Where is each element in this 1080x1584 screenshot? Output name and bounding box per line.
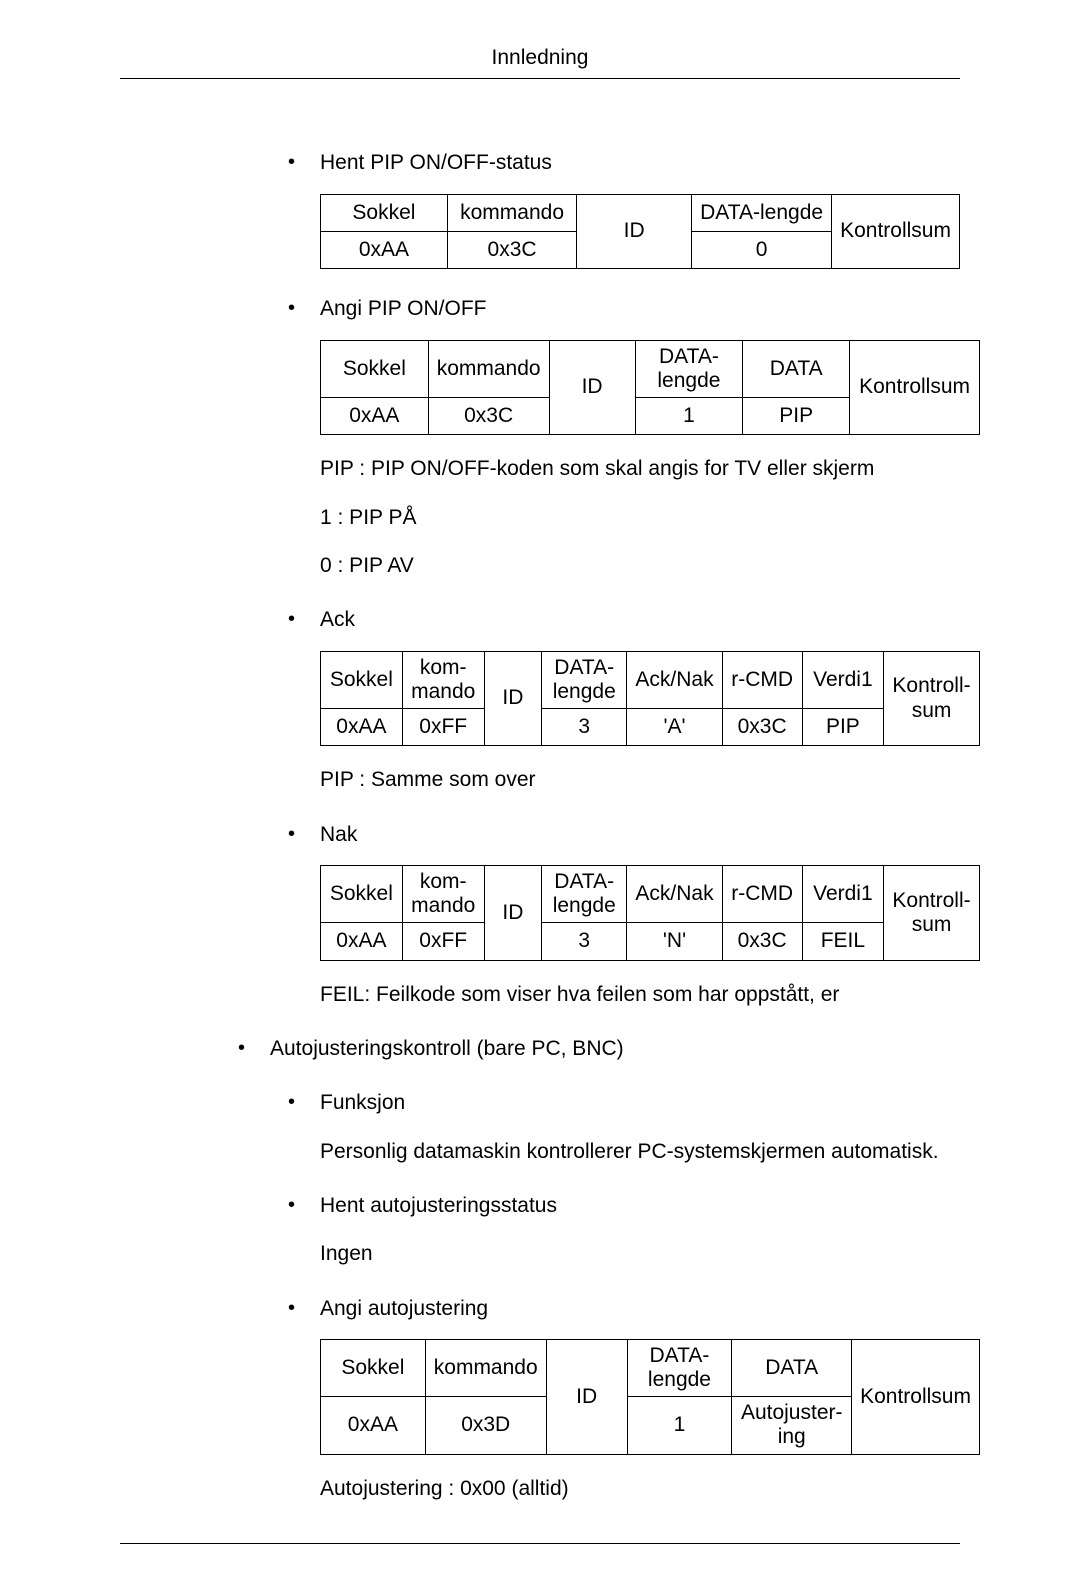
text: 1 : PIP PÅ	[270, 504, 960, 532]
td: 0xAA	[321, 923, 403, 960]
bullet-autoadj: Autojusteringskontroll (bare PC, BNC)	[220, 1035, 960, 1063]
bullet-label: Angi autojustering	[320, 1297, 488, 1320]
bottom-rule	[120, 1543, 960, 1544]
bullet-label: Hent autojusteringsstatus	[320, 1194, 557, 1217]
text: PIP : PIP ON/OFF-koden som skal angis fo…	[270, 455, 960, 483]
bullet-label: Autojusteringskontroll (bare PC, BNC)	[270, 1037, 624, 1060]
td: 0xAA	[321, 232, 448, 269]
td: 0x3C	[447, 232, 576, 269]
td: 0	[692, 232, 832, 269]
bullet-nak: Nak	[270, 821, 960, 849]
th: Kontrollsum	[850, 340, 980, 435]
td: PIP	[743, 398, 850, 435]
th: DATA-lengde	[635, 340, 743, 397]
th: kom-mando	[402, 866, 484, 923]
bullet-label: Hent PIP ON/OFF-status	[320, 151, 552, 174]
th: DATA	[743, 340, 850, 397]
text: 0 : PIP AV	[270, 552, 960, 580]
bullet-hent-autoadj: Hent autojusteringsstatus	[270, 1192, 960, 1220]
td: 0xAA	[321, 1397, 426, 1454]
top-rule	[120, 78, 960, 79]
th: r-CMD	[722, 866, 802, 923]
text: Autojustering : 0x00 (alltid)	[270, 1475, 960, 1503]
td: Autojuster-ing	[732, 1397, 852, 1454]
table-autoadj: Sokkel kommando ID DATA-lengde DATA Kont…	[320, 1339, 980, 1455]
th: Kontrollsum	[832, 194, 960, 269]
td: 1	[627, 1397, 732, 1454]
td: 0x3D	[425, 1397, 546, 1454]
bullet-angi-pip: Angi PIP ON/OFF	[270, 295, 960, 323]
bullet-label: Nak	[320, 823, 357, 846]
th: Sokkel	[321, 1340, 426, 1397]
bullet-hent-pip: Hent PIP ON/OFF-status	[270, 149, 960, 177]
th: ID	[549, 340, 635, 435]
bullet-label: Funksjon	[320, 1091, 405, 1114]
td: FEIL	[802, 923, 883, 960]
td: 0x3C	[722, 923, 802, 960]
bullet-label: Angi PIP ON/OFF	[320, 297, 487, 320]
th: ID	[546, 1340, 627, 1455]
th: Sokkel	[321, 340, 429, 397]
th: Sokkel	[321, 651, 403, 708]
table-pip-set: Sokkel kommando ID DATA-lengde DATA Kont…	[320, 340, 980, 436]
th: Verdi1	[802, 651, 883, 708]
th: Ack/Nak	[627, 866, 722, 923]
th: kommando	[447, 194, 576, 231]
bullet-label: Ack	[320, 608, 355, 631]
td: 0xAA	[321, 398, 429, 435]
th: ID	[484, 651, 541, 746]
th: DATA-lengde	[692, 194, 832, 231]
th: kommando	[428, 340, 549, 397]
th: Ack/Nak	[627, 651, 722, 708]
td: 'A'	[627, 709, 722, 746]
bullet-ack: Ack	[270, 606, 960, 634]
th: ID	[577, 194, 692, 269]
th: ID	[484, 866, 541, 961]
th: kommando	[425, 1340, 546, 1397]
td: 0x3C	[428, 398, 549, 435]
th: Sokkel	[321, 194, 448, 231]
th: Verdi1	[802, 866, 883, 923]
td: PIP	[802, 709, 883, 746]
th: DATA	[732, 1340, 852, 1397]
td: 0xFF	[402, 709, 484, 746]
td: 0xFF	[402, 923, 484, 960]
th: DATA-lengde	[542, 866, 627, 923]
th: Sokkel	[321, 866, 403, 923]
bullet-funksjon: Funksjon	[270, 1089, 960, 1117]
text: PIP : Samme som over	[270, 766, 960, 794]
th: Kontroll-sum	[884, 866, 980, 961]
td: 0xAA	[321, 709, 403, 746]
th: kom-mando	[402, 651, 484, 708]
page-header-title: Innledning	[120, 44, 960, 72]
content: Hent PIP ON/OFF-status Sokkel kommando I…	[120, 149, 960, 1009]
th: Kontroll-sum	[884, 651, 980, 746]
td: 0x3C	[722, 709, 802, 746]
table-ack: Sokkel kom-mando ID DATA-lengde Ack/Nak …	[320, 651, 980, 747]
text: FEIL: Feilkode som viser hva feilen som …	[270, 981, 960, 1009]
th: Kontrollsum	[852, 1340, 980, 1455]
text: Personlig datamaskin kontrollerer PC-sys…	[270, 1138, 960, 1166]
th: DATA-lengde	[627, 1340, 732, 1397]
th: DATA-lengde	[542, 651, 627, 708]
td: 3	[542, 923, 627, 960]
bullet-angi-autoadj: Angi autojustering	[270, 1295, 960, 1323]
table-pip-get: Sokkel kommando ID DATA-lengde Kontrolls…	[320, 194, 960, 270]
text: Ingen	[270, 1240, 960, 1268]
td: 'N'	[627, 923, 722, 960]
td: 1	[635, 398, 743, 435]
th: r-CMD	[722, 651, 802, 708]
table-nak: Sokkel kom-mando ID DATA-lengde Ack/Nak …	[320, 865, 980, 961]
td: 3	[542, 709, 627, 746]
